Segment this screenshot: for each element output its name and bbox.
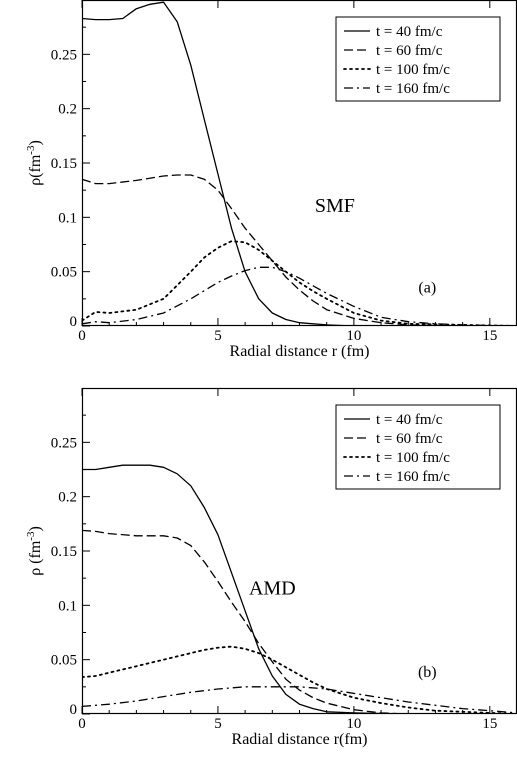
x-tick-label-a: 15 xyxy=(482,328,497,344)
series-line-b-2 xyxy=(82,645,517,714)
legend-label-a-3: t = 160 fm/c xyxy=(376,81,450,97)
legend-label-b-2: t = 100 fm/c xyxy=(376,450,450,466)
legend-label-b-1: t = 60 fm/c xyxy=(376,431,443,447)
y-axis-title-b: ρ (fm-3) xyxy=(25,526,44,576)
x-tick-label-a: 0 xyxy=(78,328,86,344)
legend-label-b-3: t = 160 fm/c xyxy=(376,469,450,485)
y-tick-label-b: 0.25 xyxy=(51,435,77,451)
panel-b: 0 5 10 15 0 0.05 0.1 0.15 0.2 0.25 Radial distance… xyxy=(25,387,517,748)
panel-label-b: (b) xyxy=(418,664,437,681)
y-tick-label-b: 0.1 xyxy=(58,598,77,614)
x-tick-label-a: 5 xyxy=(214,328,222,344)
legend-a: t = 40 fm/c t = 60 fm/c t = 100 fm/c t = 16… xyxy=(335,16,501,102)
y-tick-label-b: 0 xyxy=(70,702,78,718)
legend-b: t = 40 fm/c t = 60 fm/c t = 100 fm/c t = 16… xyxy=(335,404,501,490)
x-tick-label-b: 5 xyxy=(214,716,222,732)
y-axis-title-close: ) xyxy=(27,140,44,145)
x-tick-label-b: 0 xyxy=(78,716,86,732)
x-axis-title-b: Radial distance r(fm) xyxy=(232,731,368,748)
legend-label-a-2: t = 100 fm/c xyxy=(376,62,450,78)
series-line-a-1 xyxy=(82,174,517,326)
series-line-b-1 xyxy=(82,529,517,714)
x-axis-title-a: Radial distance r (fm) xyxy=(230,343,370,360)
series-line-a-3 xyxy=(82,266,517,326)
legend-label-b-0: t = 40 fm/c xyxy=(376,412,443,428)
y-tick-label-a: 0.25 xyxy=(51,47,77,63)
series-line-a-2 xyxy=(82,240,517,326)
y-axis-title-a: ρ(fm-3) xyxy=(25,140,44,186)
series-line-b-0 xyxy=(82,464,517,714)
y-tick-label-a: 0.05 xyxy=(51,265,77,281)
y-tick-label-a: 0.15 xyxy=(51,156,77,172)
x-tick-label-b: 15 xyxy=(482,716,497,732)
panel-label-a: (a) xyxy=(418,279,436,296)
legend-label-a-0: t = 40 fm/c xyxy=(376,24,443,40)
series-line-b-3 xyxy=(82,686,517,714)
y-axis-title-exponent: -3 xyxy=(25,145,37,155)
legend-label-a-1: t = 60 fm/c xyxy=(376,43,443,59)
y-tick-label-b: 0.2 xyxy=(58,490,77,506)
x-tick-label-b: 10 xyxy=(346,716,361,732)
panel-a: 0 5 10 15 0 0.05 0.1 0.15 0.2 0.25 Radial distance… xyxy=(25,0,517,360)
series-line-a-0 xyxy=(82,1,517,326)
y-axis-title-base: ρ (fm xyxy=(27,540,44,576)
model-label-b: AMD xyxy=(249,577,296,599)
y-tick-label-b: 0.05 xyxy=(51,653,77,669)
y-axis-title-base: ρ(fm xyxy=(27,154,44,186)
y-tick-label-b: 0.15 xyxy=(51,544,77,560)
x-tick-label-a: 10 xyxy=(346,328,361,344)
y-tick-label-a: 0.2 xyxy=(58,102,77,118)
y-axis-title-exponent: -3 xyxy=(25,531,37,541)
y-axis-title-close: ) xyxy=(27,526,44,531)
model-label-a: SMF xyxy=(315,195,355,217)
y-tick-label-a: 0.1 xyxy=(58,210,77,226)
y-tick-label-a: 0 xyxy=(70,314,78,330)
